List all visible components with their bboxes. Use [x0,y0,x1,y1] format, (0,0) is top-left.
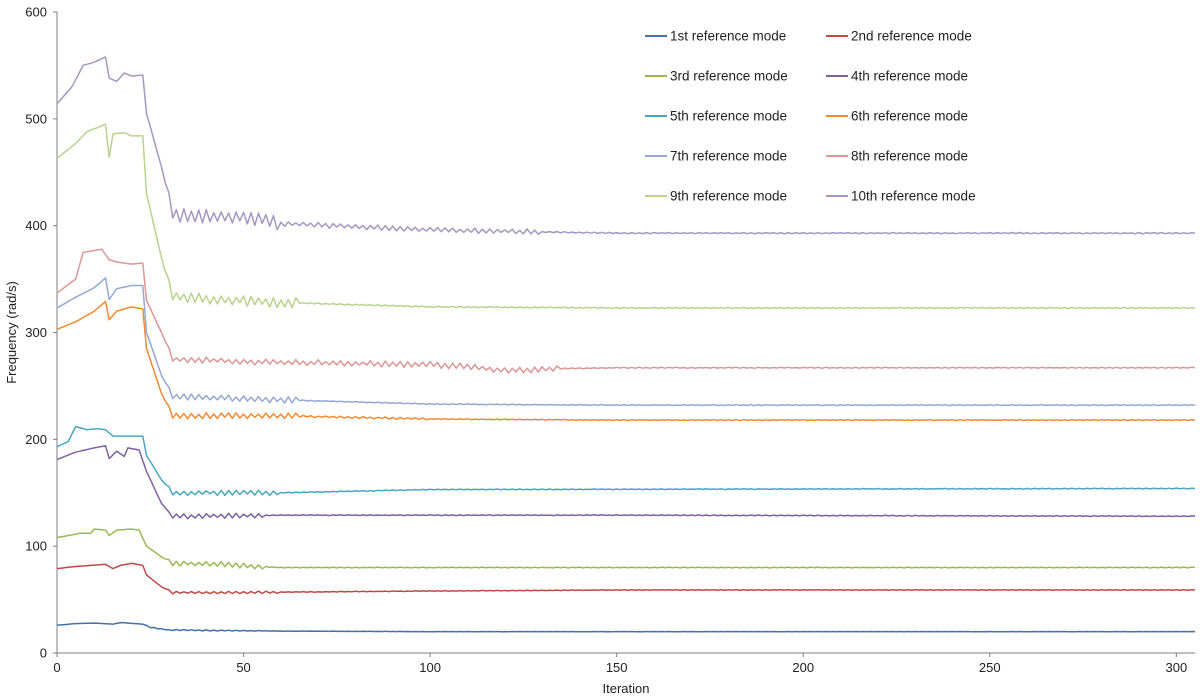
legend-label-4: 4th reference mode [851,69,968,84]
series-line-9 [56,123,1196,310]
y-tick-label: 0 [40,646,47,661]
legend-label-5: 5th reference mode [670,109,787,124]
legend-label-1: 1st reference mode [670,29,786,44]
y-tick-label: 100 [25,539,47,554]
series-line-8 [56,248,1196,374]
x-tick-label: 300 [1165,660,1187,675]
y-tick-label: 600 [25,5,47,20]
series-line-3 [56,528,1196,570]
y-tick-label: 200 [25,432,47,447]
series-line-10 [56,56,1196,236]
series-line-6 [56,300,1196,422]
series-layer [56,56,1196,633]
x-tick-label: 100 [419,660,441,675]
y-tick-label: 400 [25,218,47,233]
legend: 1st reference mode 2nd reference mode 3rd … [645,29,976,204]
series-line-7 [56,277,1196,407]
x-tick-label: 200 [792,660,814,675]
x-tick-label: 150 [606,660,628,675]
legend-label-2: 2nd reference mode [851,29,972,44]
y-axis-label: Frequency (rad/s) [4,281,19,384]
x-tick-label: 0 [53,660,60,675]
y-tick-label: 300 [25,325,47,340]
x-tick-label: 50 [236,660,250,675]
x-axis-label: Iteration [603,681,650,696]
series-line-2 [56,562,1196,595]
legend-label-9: 9th reference mode [670,189,787,204]
series-line-1 [56,621,1196,633]
series-line-5 [56,425,1196,497]
y-tick-label: 500 [25,111,47,126]
x-tick-label: 250 [979,660,1001,675]
legend-label-6: 6th reference mode [851,109,968,124]
legend-label-8: 8th reference mode [851,149,968,164]
legend-label-7: 7th reference mode [670,149,787,164]
series-line-4 [56,444,1196,520]
axes: 0 100 200 300 400 500 600 0 50 100 150 200 250 300 [25,5,1195,675]
legend-label-3: 3rd reference mode [670,69,788,84]
legend-label-10: 10th reference mode [851,189,976,204]
